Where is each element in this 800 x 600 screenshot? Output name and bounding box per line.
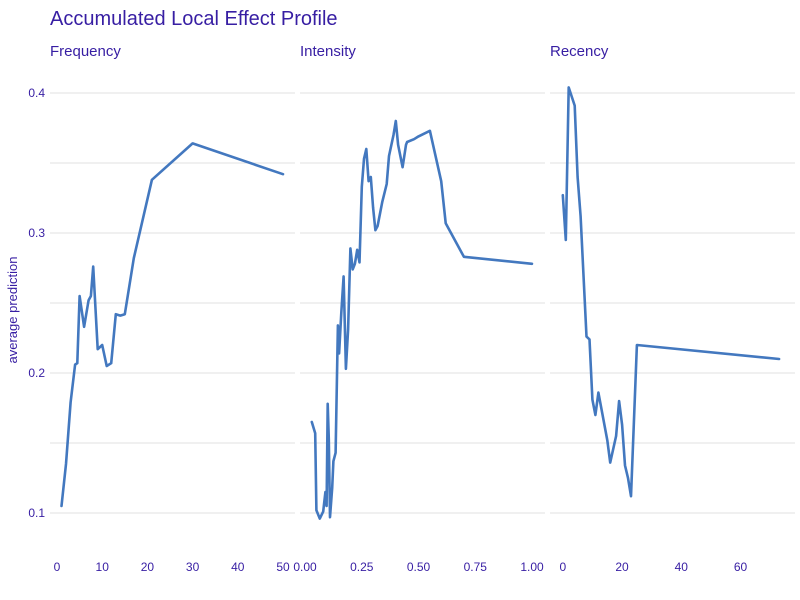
x-tick-label: 50	[276, 560, 290, 574]
y-tick-label: 0.2	[28, 366, 45, 380]
x-tick-label: 40	[231, 560, 245, 574]
x-tick-label: 0.75	[464, 560, 488, 574]
y-tick-label: 0.3	[28, 226, 45, 240]
series-line-intensity	[310, 119, 534, 520]
x-tick-label: 10	[96, 560, 110, 574]
chart-title: Accumulated Local Effect Profile	[50, 8, 338, 30]
x-tick-label: 0.25	[350, 560, 374, 574]
x-tick-label: 20	[615, 560, 629, 574]
x-tick-label: 1.00	[520, 560, 544, 574]
x-tick-label: 0	[54, 560, 61, 574]
panels-group: Frequency 0 10 20 30 40 50 Intensity 0.00 0.25 0.5…	[28, 43, 795, 574]
x-tick-label: 0.00	[293, 560, 317, 574]
panel-title: Recency	[550, 43, 609, 60]
x-tick-label: 0	[559, 560, 566, 574]
panel-recency: Recency 0 20 40 60	[550, 43, 795, 574]
series-line-recency	[561, 86, 781, 498]
panel-title: Intensity	[300, 43, 356, 60]
x-tick-label: 40	[675, 560, 689, 574]
y-tick-label: 0.4	[28, 86, 45, 100]
panel-title: Frequency	[50, 43, 121, 60]
y-tick-label: 0.1	[28, 506, 45, 520]
y-axis-label: average prediction	[5, 257, 20, 364]
panel-intensity: Intensity 0.00 0.25 0.50 0.75 1.00	[293, 43, 545, 574]
series-line-frequency	[60, 142, 285, 508]
panel-frequency: Frequency 0 10 20 30 40 50	[50, 43, 295, 574]
x-tick-label: 60	[734, 560, 748, 574]
x-tick-label: 0.50	[407, 560, 431, 574]
x-tick-label: 20	[141, 560, 155, 574]
x-tick-label: 30	[186, 560, 200, 574]
